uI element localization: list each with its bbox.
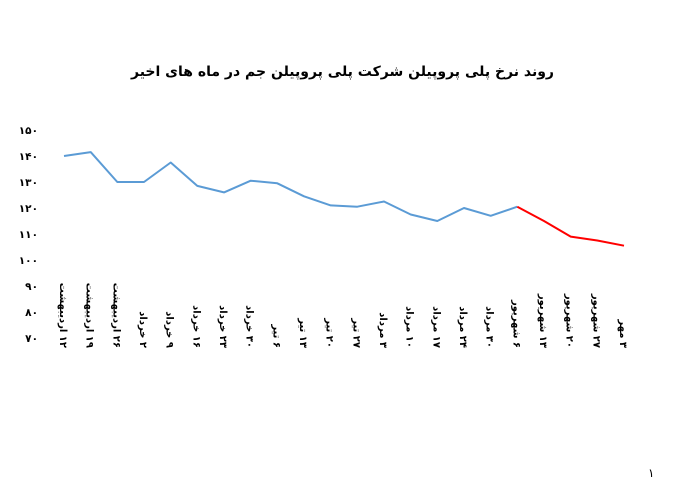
x-tick-label: ۳ مرداد	[377, 312, 388, 348]
x-tick-label: ۱۳ شهریور	[537, 293, 548, 348]
x-tick-label: ۳۰ مرداد	[484, 306, 495, 348]
x-tick-label: ۶ تیر	[270, 323, 281, 348]
x-tick-label: ۹ خرداد	[164, 311, 175, 348]
x-tick-label: ۲۰ تیر	[324, 317, 335, 348]
x-tick-label: ۱۲ اردیبهشت	[57, 283, 68, 348]
x-tick-label: ۲۴ مرداد	[457, 306, 468, 348]
x-tick-label: ۲۷ شهریور	[590, 293, 601, 348]
series-line-1	[63, 151, 518, 222]
x-tick-label: ۱۰ مرداد	[404, 306, 415, 348]
y-tick-label: ۱۲۰	[19, 203, 38, 215]
y-tick-label: ۷۰	[25, 333, 38, 345]
y-tick-label: ۹۰	[25, 281, 38, 293]
y-tick-label: ۱۴۰	[19, 151, 38, 163]
y-axis-ticks: ۷۰ ۸۰ ۹۰ ۱۰۰ ۱۱۰ ۱۲۰ ۱۳۰ ۱۴۰ ۱۵۰	[19, 125, 38, 345]
y-tick-label: ۱۵۰	[19, 125, 38, 137]
y-tick-label: ۱۳۰	[19, 177, 38, 189]
x-tick-label: ۳۰ خرداد	[244, 305, 255, 348]
x-tick-label: ۱۹ اردیبهشت	[84, 283, 95, 348]
y-tick-label: ۱۱۰	[19, 229, 38, 241]
x-tick-label: ۲۷ تیر	[350, 317, 361, 348]
y-tick-label: ۸۰	[25, 307, 38, 319]
x-tick-label: ۱۷ مرداد	[430, 306, 441, 348]
x-tick-label: ۱۳ تیر	[297, 317, 308, 348]
x-axis-ticks: ۱۲ اردیبهشت ۱۹ اردیبهشت ۲۶ اردیبهشت ۲ خرداد…	[57, 283, 628, 348]
chart-title: روند نرخ پلی پروپیلن شرکت پلی پروپیلن جم…	[130, 64, 554, 80]
page-number: ۱	[648, 466, 655, 480]
x-tick-label: ۲۳ خرداد	[217, 305, 228, 348]
x-tick-label: ۲۶ اردیبهشت	[110, 283, 121, 348]
series-line-2	[516, 205, 625, 247]
x-tick-label: ۱۶ خرداد	[190, 305, 201, 348]
x-tick-label: ۳ مهر	[617, 318, 628, 348]
series-lines	[63, 151, 625, 247]
x-tick-label: ۲۰ شهریور	[564, 293, 575, 348]
x-tick-label: ۲ خرداد	[137, 311, 148, 348]
x-tick-label: ۶ شهریور	[510, 299, 521, 348]
y-tick-label: ۱۰۰	[19, 255, 38, 267]
